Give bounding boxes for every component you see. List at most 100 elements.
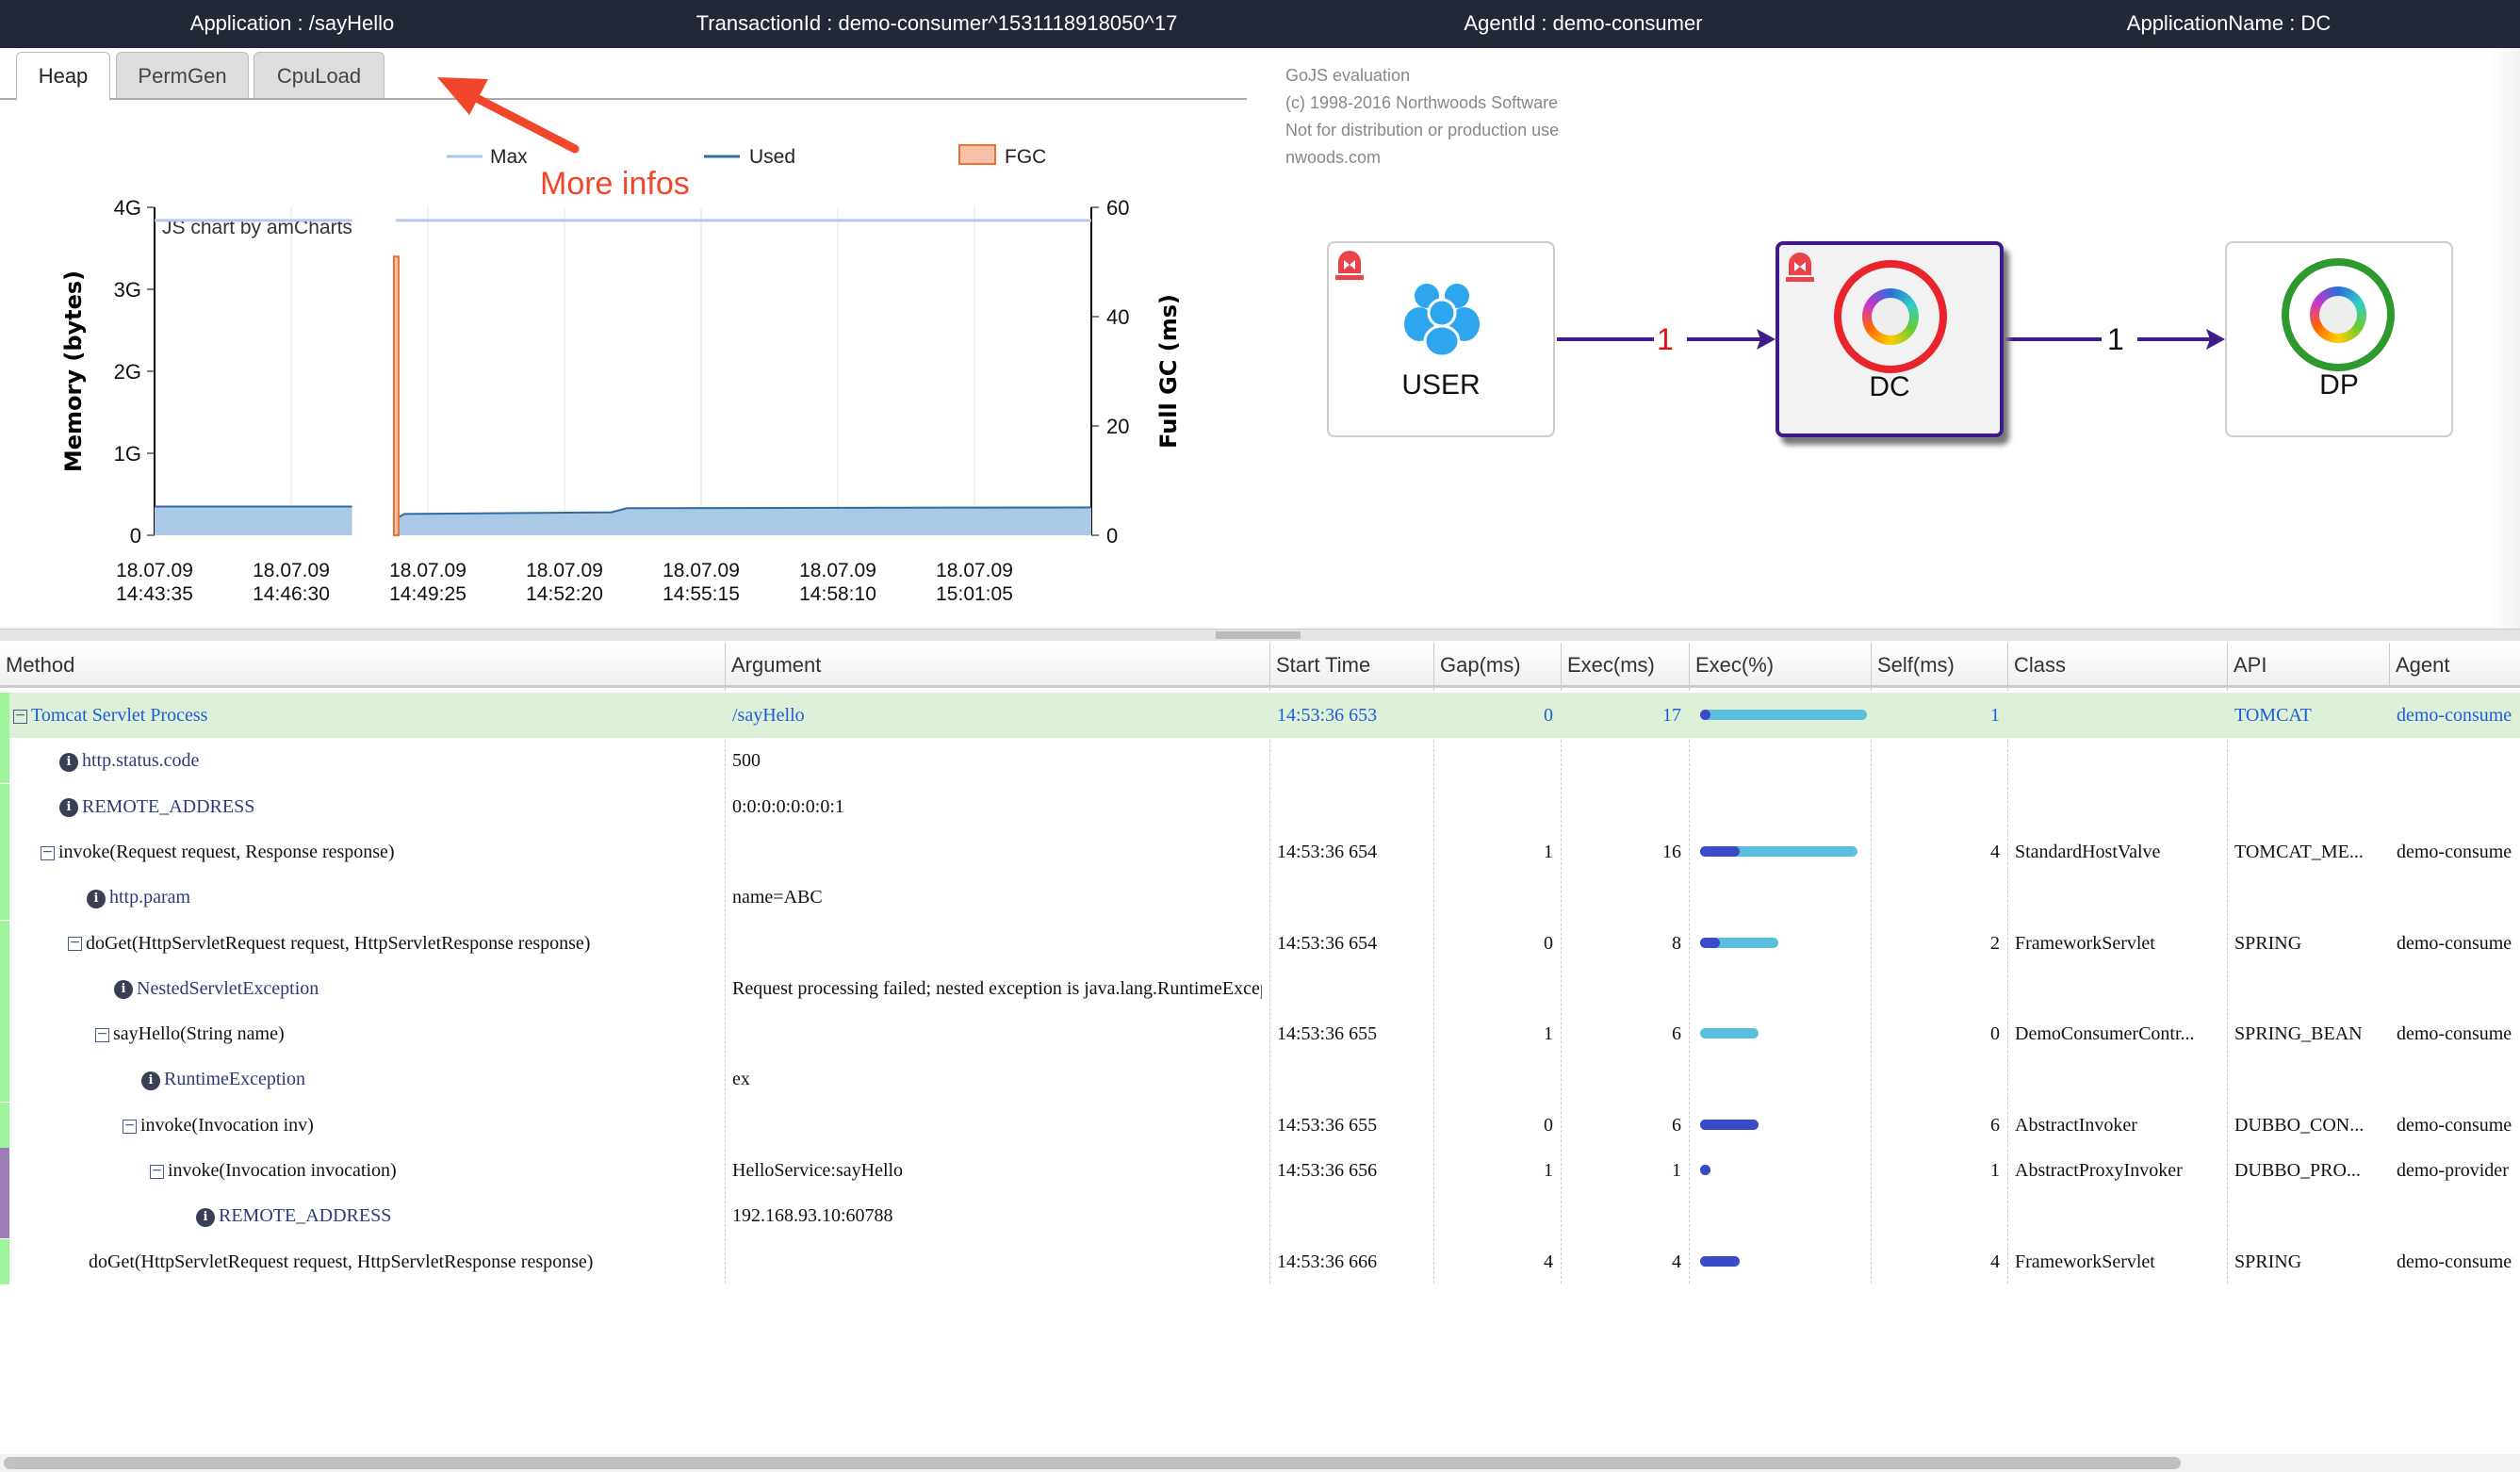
status-ring: [2282, 258, 2395, 371]
column-header[interactable]: Exec(%): [1689, 643, 1871, 688]
gap-cell: 0: [1544, 1114, 1553, 1136]
column-divider: [2007, 688, 2008, 1284]
table-row[interactable]: i http.status.code 500: [0, 738, 2520, 784]
column-header[interactable]: Self(ms): [1871, 643, 2007, 688]
collapse-toggle-icon[interactable]: −: [68, 935, 82, 952]
collapse-toggle-icon[interactable]: −: [13, 707, 27, 724]
start-cell: 14:53:36 655: [1277, 1023, 1378, 1045]
method-cell: − invoke(Invocation invocation): [150, 1148, 725, 1193]
edge-label: 1: [1657, 322, 1674, 356]
column-divider: [1871, 688, 1872, 1284]
api-cell: TOMCAT_ME...: [2234, 841, 2364, 862]
gap-cell: 1: [1544, 841, 1553, 862]
table-row[interactable]: i http.param name=ABC: [0, 875, 2520, 921]
row-status-strip: [0, 693, 9, 738]
table-row[interactable]: − sayHello(String name) 14:53:36 655 1 6 0 Dem…: [0, 1011, 2520, 1057]
table-row[interactable]: − invoke(Invocation invocation) HelloServi…: [0, 1148, 2520, 1193]
x-tick-label: 14:52:20: [526, 583, 603, 605]
agent-cell: demo-consumer: [2397, 1023, 2512, 1045]
table-row[interactable]: − invoke(Invocation inv) 14:53:36 655 0 6 6 Ab…: [0, 1102, 2520, 1148]
collapse-toggle-icon[interactable]: −: [95, 1026, 109, 1042]
table-row[interactable]: i REMOTE_ADDRESS 0:0:0:0:0:0:0:1: [0, 783, 2520, 829]
info-icon: i: [141, 1071, 160, 1090]
column-divider: [1561, 688, 1562, 1284]
method-name: doGet(HttpServletRequest request, HttpSe…: [86, 932, 591, 954]
scrollbar-thumb[interactable]: [4, 1457, 2181, 1469]
y-tick-label: 0: [130, 524, 141, 548]
table-row[interactable]: i RuntimeException ex: [0, 1056, 2520, 1103]
info-icon: i: [87, 889, 106, 908]
diagram-edge-shade: [2488, 48, 2520, 629]
column-header[interactable]: Gap(ms): [1433, 643, 1561, 688]
annotation-more-infos: More infos: [540, 166, 690, 202]
info-icon: i: [59, 798, 78, 817]
table-row[interactable]: − Tomcat Servlet Process/sayHello 14:53:36…: [0, 693, 2520, 738]
method-name: invoke(Invocation inv): [140, 1114, 314, 1136]
node-user[interactable]: USER: [1327, 241, 1555, 437]
method-name: invoke(Invocation invocation): [168, 1160, 397, 1181]
x-tick-label: 18.07.09: [663, 560, 740, 581]
self-time-bar: [1700, 1119, 1759, 1130]
x-tick-label: 14:55:15: [663, 583, 740, 605]
method-cell: i REMOTE_ADDRESS: [59, 784, 725, 829]
column-header[interactable]: Method: [6, 653, 75, 677]
column-header[interactable]: Start Time: [1269, 643, 1433, 688]
argument-cell: 0:0:0:0:0:0:0:1: [732, 795, 844, 817]
used-area: [155, 506, 352, 535]
column-header[interactable]: API: [2227, 643, 2389, 688]
start-cell: 14:53:36 656: [1277, 1160, 1378, 1181]
collapse-toggle-icon[interactable]: −: [123, 1117, 137, 1134]
heap-chart: Max Used FGC18.07.0914:43:3518.07.0914:46:…: [60, 144, 1182, 605]
node-dp[interactable]: DP: [2225, 241, 2453, 437]
agent-cell: demo-consumer: [2397, 705, 2512, 726]
used-line: [395, 506, 1092, 520]
info-icon: i: [59, 752, 78, 772]
x-tick-label: 18.07.09: [253, 560, 330, 581]
tab-heap[interactable]: Heap: [16, 52, 110, 101]
collapse-toggle-icon[interactable]: −: [41, 843, 55, 860]
splitter-handle[interactable]: [1216, 631, 1301, 639]
agent-cell: demo-consumer: [2397, 1114, 2512, 1136]
node-label: DP: [2319, 369, 2359, 401]
collapse-toggle-icon[interactable]: −: [150, 1162, 164, 1179]
node-dc[interactable]: DC: [1775, 241, 2004, 437]
method-name: sayHello(String name): [113, 1023, 285, 1045]
method-name: RuntimeException: [164, 1069, 305, 1090]
agent-cell: demo-consumer: [2397, 1251, 2512, 1272]
method-name: Tomcat Servlet Process: [31, 705, 208, 726]
tab-cpuload[interactable]: CpuLoad: [254, 52, 385, 99]
annotation-arrow-icon: [437, 77, 580, 154]
gap-cell: 4: [1544, 1251, 1553, 1272]
row-status-strip: [0, 1193, 9, 1239]
method-cell: doGet(HttpServletRequest request, HttpSe…: [89, 1239, 725, 1284]
table-row[interactable]: − invoke(Request request, Response respon…: [0, 828, 2520, 875]
column-header[interactable]: Exec(ms): [1561, 643, 1689, 688]
legend-label: Max: [490, 146, 528, 168]
table-row[interactable]: i NestedServletException Request processin…: [0, 965, 2520, 1011]
column-header[interactable]: Agent: [2389, 643, 2520, 688]
row-status-strip: [0, 1238, 9, 1284]
table-row[interactable]: − doGet(HttpServletRequest request, HttpS…: [0, 920, 2520, 966]
horizontal-scrollbar[interactable]: [0, 1454, 2520, 1472]
method-cell: i RuntimeException: [141, 1056, 725, 1102]
table-row[interactable]: doGet(HttpServletRequest request, HttpSe…: [0, 1238, 2520, 1284]
y-axis-title: Memory (bytes): [60, 270, 87, 472]
method-cell: − doGet(HttpServletRequest request, HttpS…: [68, 921, 725, 966]
pane-splitter[interactable]: [0, 629, 2520, 641]
gap-cell: 1: [1544, 1160, 1553, 1181]
row-status-strip: [0, 783, 9, 829]
self-time-bar: [1700, 1165, 1710, 1175]
application-name-label: ApplicationName : DC: [2126, 11, 2332, 35]
column-header[interactable]: Class: [2007, 643, 2227, 688]
tab-permgen[interactable]: PermGen: [116, 52, 249, 99]
argument-cell: Request processing failed; nested except…: [732, 977, 1262, 999]
x-tick-label: 18.07.09: [799, 560, 876, 581]
gap-cell: 1: [1544, 1023, 1553, 1045]
argument-cell: 500: [732, 750, 761, 772]
row-status-strip: [0, 1011, 9, 1057]
class-cell: AbstractProxyInvoker: [2015, 1160, 2183, 1181]
self-time-bar: [1700, 845, 1740, 857]
table-row[interactable]: i REMOTE_ADDRESS 192.168.93.10:60788: [0, 1193, 2520, 1239]
method-cell: i http.param: [87, 875, 725, 920]
column-header[interactable]: Argument: [725, 643, 1269, 688]
